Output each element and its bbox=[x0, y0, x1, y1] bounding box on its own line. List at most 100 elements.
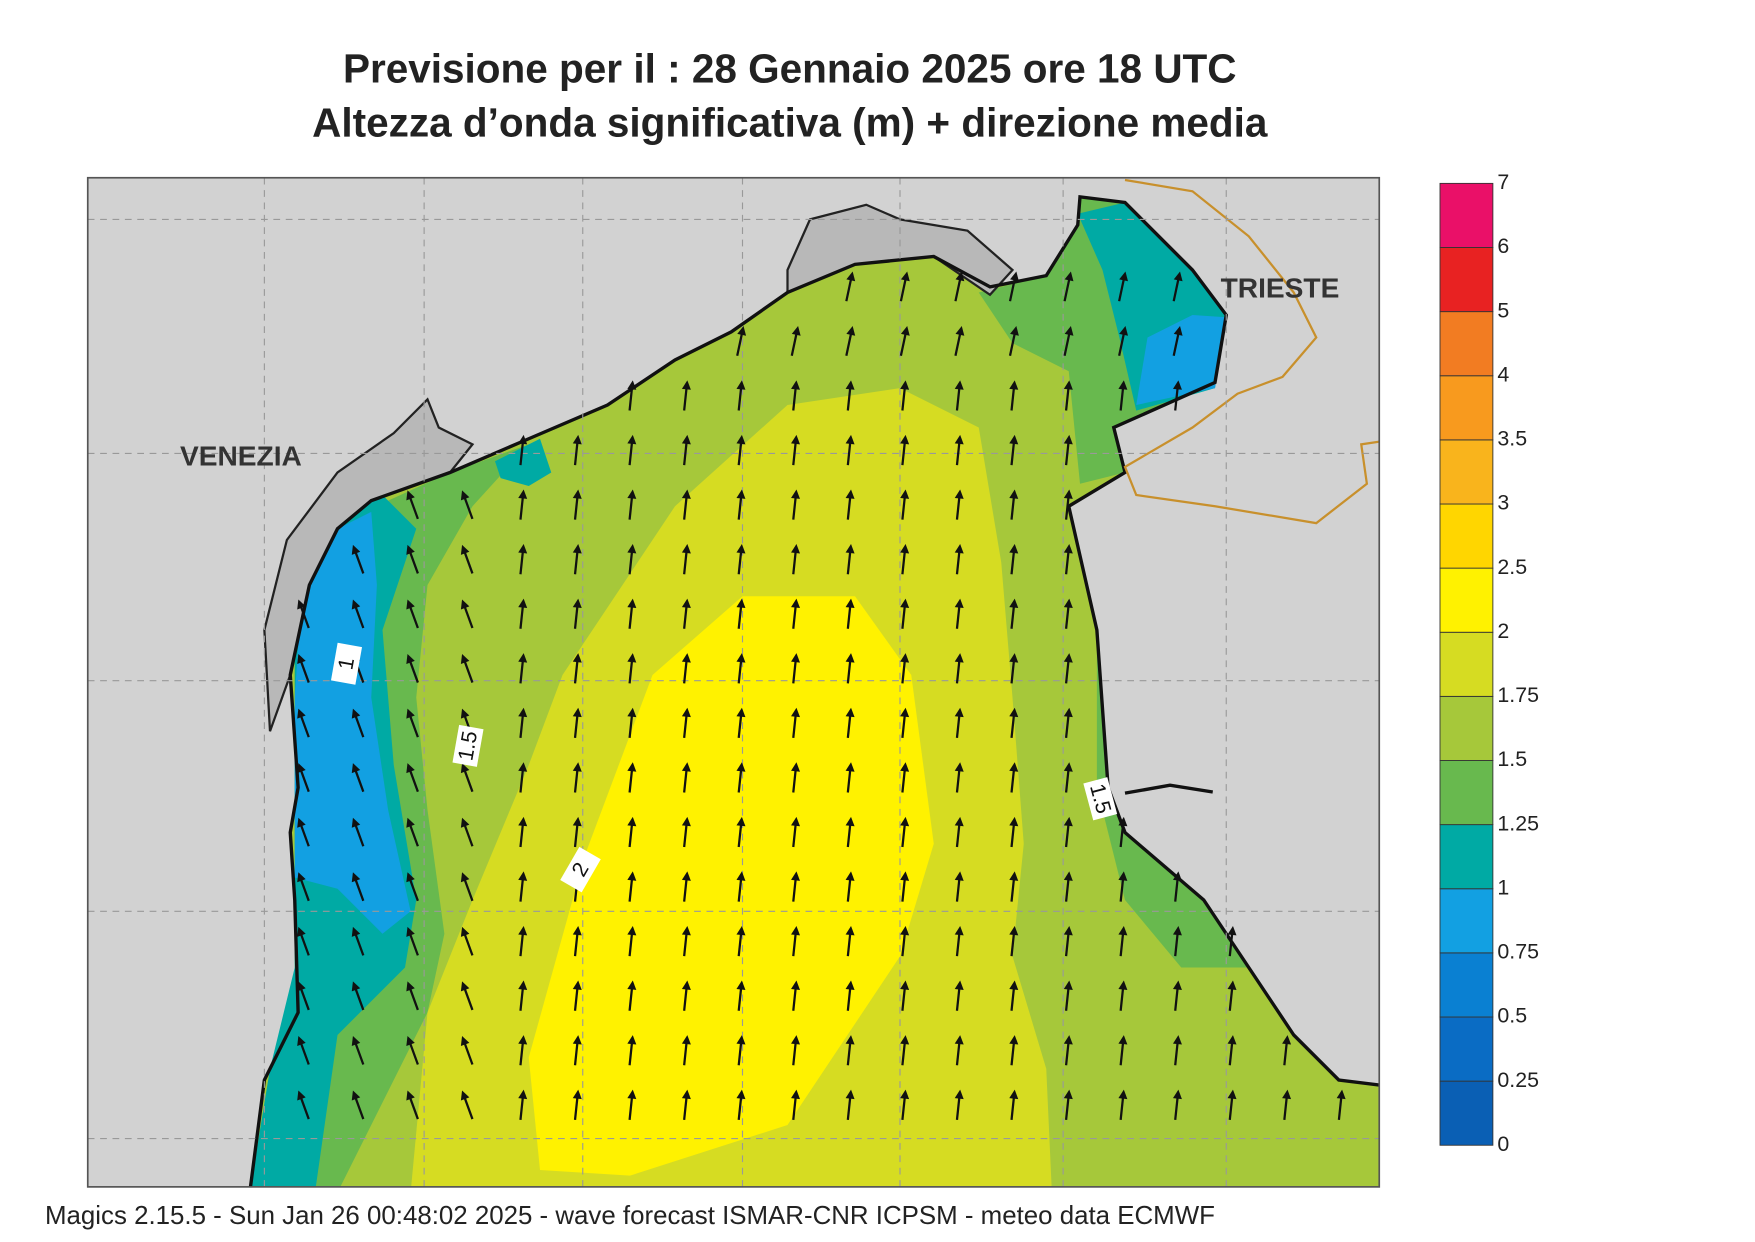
arrow bbox=[460, 817, 474, 847]
arrow-head bbox=[518, 544, 528, 554]
arrow bbox=[1063, 380, 1073, 411]
contour-labels: 11.521.5 bbox=[330, 642, 1118, 893]
colorbar-label: 3.5 bbox=[1497, 427, 1527, 451]
arrow-head bbox=[297, 926, 306, 937]
arrow-head bbox=[406, 1035, 415, 1046]
arrow bbox=[1009, 762, 1019, 793]
arrow-head bbox=[791, 1089, 800, 1100]
arrow bbox=[736, 326, 747, 356]
subtitle: Altezza d’onda significativa (m) + direz… bbox=[312, 100, 1268, 146]
arrow bbox=[406, 544, 419, 574]
arrow bbox=[518, 489, 528, 520]
arrow bbox=[681, 489, 691, 520]
arrow bbox=[572, 980, 582, 1011]
arrow bbox=[1009, 434, 1019, 466]
arrow-head bbox=[1009, 707, 1019, 718]
arrow-head bbox=[791, 598, 800, 609]
arrow bbox=[736, 980, 746, 1011]
arrow bbox=[518, 1035, 528, 1066]
arrow-head bbox=[1063, 707, 1073, 718]
sea-teal-north bbox=[495, 438, 552, 486]
arrow-head bbox=[1172, 1089, 1182, 1100]
arrow bbox=[899, 271, 910, 302]
arrow bbox=[406, 1090, 419, 1120]
colorbar-label: 0.75 bbox=[1497, 940, 1539, 964]
arrow bbox=[845, 1089, 855, 1120]
arrow bbox=[406, 1035, 419, 1065]
arrow bbox=[681, 544, 691, 575]
arrow-head bbox=[297, 1090, 306, 1101]
arrow bbox=[518, 544, 528, 575]
arrow bbox=[1172, 326, 1183, 356]
arrow-head bbox=[1118, 925, 1128, 936]
arrow bbox=[954, 871, 964, 902]
arrow-head bbox=[406, 926, 415, 937]
arrow-head bbox=[627, 598, 637, 609]
arrow-head bbox=[297, 763, 306, 774]
arrow-head bbox=[518, 980, 528, 990]
arrow bbox=[1063, 925, 1073, 957]
arrow bbox=[406, 490, 419, 520]
arrow bbox=[351, 599, 365, 629]
arrow bbox=[954, 925, 964, 957]
arrow bbox=[736, 434, 746, 466]
arrow-head bbox=[791, 544, 800, 554]
arrow bbox=[681, 871, 691, 902]
arrow-head bbox=[1009, 598, 1019, 609]
arrow bbox=[681, 1089, 691, 1120]
arrow-head bbox=[627, 489, 637, 499]
arrow-head bbox=[351, 1035, 361, 1046]
arrow-head bbox=[681, 925, 691, 936]
arrow bbox=[736, 598, 746, 629]
arrow-head bbox=[736, 816, 746, 827]
arrow-head bbox=[406, 490, 415, 501]
arrow-head bbox=[736, 925, 746, 936]
arrow bbox=[297, 708, 310, 738]
colorbar-bin bbox=[1439, 824, 1494, 890]
arrow-head bbox=[681, 871, 691, 881]
arrow bbox=[790, 326, 801, 356]
arrow-head bbox=[1064, 326, 1074, 336]
arrow bbox=[460, 872, 474, 902]
arrow bbox=[791, 925, 800, 957]
arrow bbox=[845, 326, 856, 356]
arrow-head bbox=[460, 817, 470, 828]
arrow bbox=[791, 871, 800, 902]
arrow-head bbox=[1172, 980, 1182, 990]
arrow bbox=[1118, 871, 1128, 902]
arrow bbox=[1063, 707, 1073, 739]
arrow-head bbox=[900, 925, 910, 936]
arrow bbox=[572, 653, 582, 684]
arrow bbox=[1282, 1089, 1292, 1120]
arrow-head bbox=[351, 599, 361, 610]
frame bbox=[86, 176, 1381, 1188]
arrow-head bbox=[627, 653, 637, 663]
arrow-head bbox=[1063, 380, 1073, 390]
arrow bbox=[900, 380, 910, 411]
arrow bbox=[1063, 489, 1073, 520]
arrow-head bbox=[1173, 326, 1183, 336]
arrow bbox=[627, 925, 637, 957]
arrow bbox=[297, 1035, 310, 1065]
arrow bbox=[297, 817, 310, 847]
arrow-head bbox=[1172, 925, 1182, 936]
colorbar-label: 7 bbox=[1497, 170, 1509, 194]
arrow bbox=[1009, 1035, 1019, 1066]
arrow-head bbox=[900, 271, 910, 282]
arrow-head bbox=[1118, 980, 1128, 990]
arrow bbox=[900, 1089, 910, 1120]
direction-arrows bbox=[297, 271, 1346, 1120]
arrow-head bbox=[1009, 653, 1019, 663]
arrow-head bbox=[900, 707, 910, 718]
arrow-head bbox=[1009, 489, 1019, 499]
arrow-head bbox=[791, 380, 800, 390]
arrow-head bbox=[1009, 980, 1019, 990]
arrow bbox=[351, 817, 365, 847]
arrow bbox=[954, 544, 964, 575]
arrow bbox=[351, 763, 365, 793]
arrow-head bbox=[572, 762, 582, 772]
arrow bbox=[900, 925, 910, 957]
arrow-head bbox=[627, 544, 637, 554]
arrow-head bbox=[518, 653, 528, 663]
place-label: VENEZIA bbox=[180, 440, 302, 471]
